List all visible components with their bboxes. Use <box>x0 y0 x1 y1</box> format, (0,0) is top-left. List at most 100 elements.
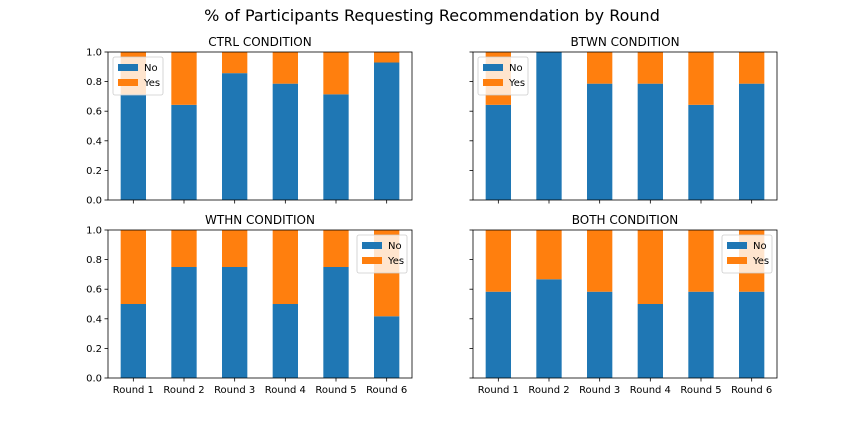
bar-yes-4 <box>637 230 663 304</box>
chart-suptitle: % of Participants Requesting Recommendat… <box>204 6 660 25</box>
legend: No Yes <box>477 56 529 96</box>
bar-no-2 <box>536 279 562 378</box>
legend: No Yes <box>721 234 773 274</box>
bar-yes-5 <box>688 52 714 105</box>
legend-swatch <box>362 257 382 264</box>
bar-no-5 <box>323 94 349 200</box>
bar-no-1 <box>485 291 511 378</box>
subplot-1: 0.0 0.2 0.4 0.6 0.8 1.0 CTRL CONDITION No Yes <box>86 35 413 207</box>
y-tick-label: 1.0 <box>86 226 102 237</box>
bar-yes-3 <box>222 230 248 267</box>
bar-yes-5 <box>323 230 349 267</box>
axes-frame <box>107 229 413 379</box>
legend: No Yes <box>356 234 408 274</box>
legend-label: No <box>753 241 767 252</box>
bar-yes-3 <box>587 230 613 292</box>
legend-label: Yes <box>508 78 525 89</box>
legend-swatch <box>483 79 503 86</box>
y-tick-label: 0.8 <box>86 255 102 266</box>
subplot-title: BTWN CONDITION <box>570 35 679 49</box>
bar-no-2 <box>171 267 197 378</box>
legend-label: No <box>509 63 523 74</box>
bar-no-4 <box>272 304 298 378</box>
bar-no-1 <box>120 304 146 378</box>
subplot-4: Round 1 Round 2 Round 3 Round 4 Round 5 Round… <box>469 213 778 396</box>
bar-yes-1 <box>120 230 146 304</box>
bar-no-6 <box>739 83 765 200</box>
bar-no-5 <box>688 291 714 378</box>
bar-yes-4 <box>272 230 298 304</box>
bar-no-3 <box>587 83 613 200</box>
bar-no-4 <box>637 83 663 200</box>
bar-yes-2 <box>536 230 562 280</box>
x-tick-label: Round 5 <box>680 385 721 396</box>
y-tick-label: 0.0 <box>86 196 102 207</box>
bar-yes-6 <box>374 52 400 63</box>
bar-no-3 <box>587 291 613 378</box>
bar-no-3 <box>222 73 248 200</box>
bar-no-3 <box>222 267 248 378</box>
subplot-2: BTWN CONDITION No Yes <box>469 35 778 204</box>
bar-no-1 <box>120 94 146 200</box>
subplot-3: Round 1 Round 2 Round 3 Round 4 Round 5 Round… <box>86 213 413 396</box>
y-tick-label: 0.8 <box>86 77 102 88</box>
bar-yes-4 <box>637 52 663 84</box>
bar-yes-2 <box>171 230 197 267</box>
subplot-title: CTRL CONDITION <box>208 35 311 49</box>
axes-frame <box>107 51 413 201</box>
x-tick-label: Round 3 <box>579 385 620 396</box>
y-tick-label: 0.2 <box>86 344 102 355</box>
bar-yes-4 <box>272 52 298 84</box>
x-tick-label: Round 5 <box>315 385 356 396</box>
x-tick-label: Round 6 <box>366 385 407 396</box>
bar-yes-1 <box>485 230 511 292</box>
y-tick-label: 0.0 <box>86 374 102 385</box>
bar-yes-3 <box>222 52 248 74</box>
legend-label: Yes <box>387 256 404 267</box>
x-tick-label: Round 2 <box>528 385 569 396</box>
legend-label: Yes <box>143 78 160 89</box>
legend-swatch <box>362 242 382 249</box>
legend-label: No <box>144 63 158 74</box>
x-tick-label: Round 1 <box>113 385 154 396</box>
axes-frame <box>472 229 778 379</box>
bar-yes-5 <box>688 230 714 292</box>
y-tick-label: 0.6 <box>86 107 102 118</box>
x-tick-label: Round 4 <box>630 385 671 396</box>
bar-no-6 <box>374 62 400 201</box>
bar-no-4 <box>637 304 663 378</box>
y-tick-label: 0.4 <box>86 136 102 147</box>
bar-no-6 <box>374 316 400 378</box>
legend-swatch <box>483 64 503 71</box>
bar-no-5 <box>688 104 714 200</box>
bar-yes-2 <box>171 52 197 105</box>
legend-label: Yes <box>752 256 769 267</box>
legend-swatch <box>727 242 747 249</box>
x-tick-label: Round 6 <box>731 385 772 396</box>
x-tick-label: Round 4 <box>265 385 306 396</box>
bar-no-2 <box>171 104 197 200</box>
x-tick-label: Round 1 <box>478 385 519 396</box>
bar-no-5 <box>323 267 349 378</box>
bar-yes-6 <box>739 52 765 84</box>
bar-yes-5 <box>323 52 349 95</box>
y-tick-label: 1.0 <box>86 48 102 59</box>
axes-frame <box>472 51 778 201</box>
bar-no-4 <box>272 83 298 200</box>
legend-swatch <box>118 64 138 71</box>
y-tick-label: 0.4 <box>86 314 102 325</box>
bar-yes-3 <box>587 52 613 84</box>
subplot-title: BOTH CONDITION <box>572 213 679 227</box>
x-tick-label: Round 2 <box>163 385 204 396</box>
legend-label: No <box>388 241 402 252</box>
bar-no-1 <box>485 104 511 200</box>
subplot-title: WTHN CONDITION <box>205 213 315 227</box>
bar-no-2 <box>536 52 562 200</box>
x-tick-label: Round 3 <box>214 385 255 396</box>
legend-swatch <box>118 79 138 86</box>
y-tick-label: 0.2 <box>86 166 102 177</box>
legend-swatch <box>727 257 747 264</box>
y-tick-label: 0.6 <box>86 285 102 296</box>
bar-no-6 <box>739 291 765 378</box>
